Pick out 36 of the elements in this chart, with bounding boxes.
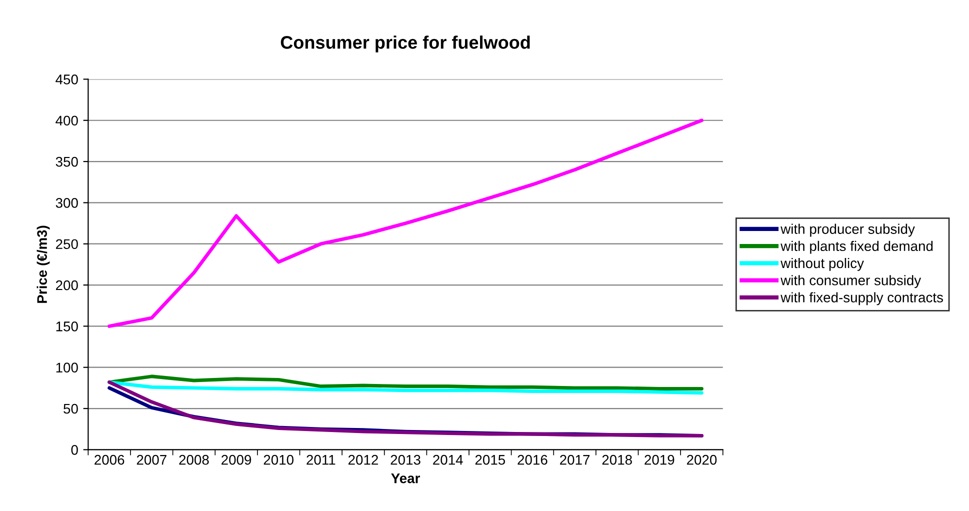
x-tick-label: 2018	[602, 454, 632, 465]
x-tick-label: 2009	[222, 454, 252, 465]
y-tick-label: 450	[56, 74, 78, 84]
y-tick-label: 0	[71, 445, 78, 455]
x-tick-label: 2012	[348, 454, 378, 465]
x-tick-label: 2016	[518, 454, 548, 465]
y-tick-label: 50	[64, 404, 78, 414]
x-tick-label: 2013	[390, 454, 420, 465]
x-tick-label: 2011	[306, 454, 336, 465]
x-axis-title: Year	[391, 474, 420, 484]
x-tick-label: 2006	[94, 454, 124, 465]
y-tick-label: 400	[56, 116, 78, 126]
x-tick-label: 2017	[560, 454, 590, 465]
x-tick-label: 2014	[433, 454, 463, 465]
x-tick-label: 2007	[136, 454, 166, 465]
x-tick-label: 2020	[686, 454, 717, 465]
y-tick-label: 100	[56, 362, 78, 373]
y-tick-label: 250	[56, 239, 78, 250]
x-tick-label: 2015	[475, 454, 506, 465]
legend-label: with fixed-supply contracts	[780, 292, 943, 306]
y-tick-label: 350	[56, 156, 78, 167]
y-axis-title: Price (€/m3)	[36, 226, 50, 303]
line-series	[108, 374, 704, 390]
legend-label: with consumer subsidy	[780, 275, 922, 288]
legend-label: with producer subsidy	[780, 224, 915, 237]
x-tick-label: 2010	[264, 454, 294, 465]
x-tick-label: 2008	[179, 454, 209, 465]
line-series	[108, 380, 704, 395]
y-tick-label: 150	[56, 322, 78, 332]
y-tick-label: 300	[56, 198, 78, 208]
y-tick-label: 200	[56, 280, 78, 290]
legend-label: with plants fixed demand	[780, 240, 933, 254]
x-tick-label: 2019	[644, 454, 674, 465]
chart-title: Consumer price for fuelwood	[280, 36, 530, 52]
line-series	[108, 118, 704, 328]
legend-label: without policy	[780, 258, 864, 271]
